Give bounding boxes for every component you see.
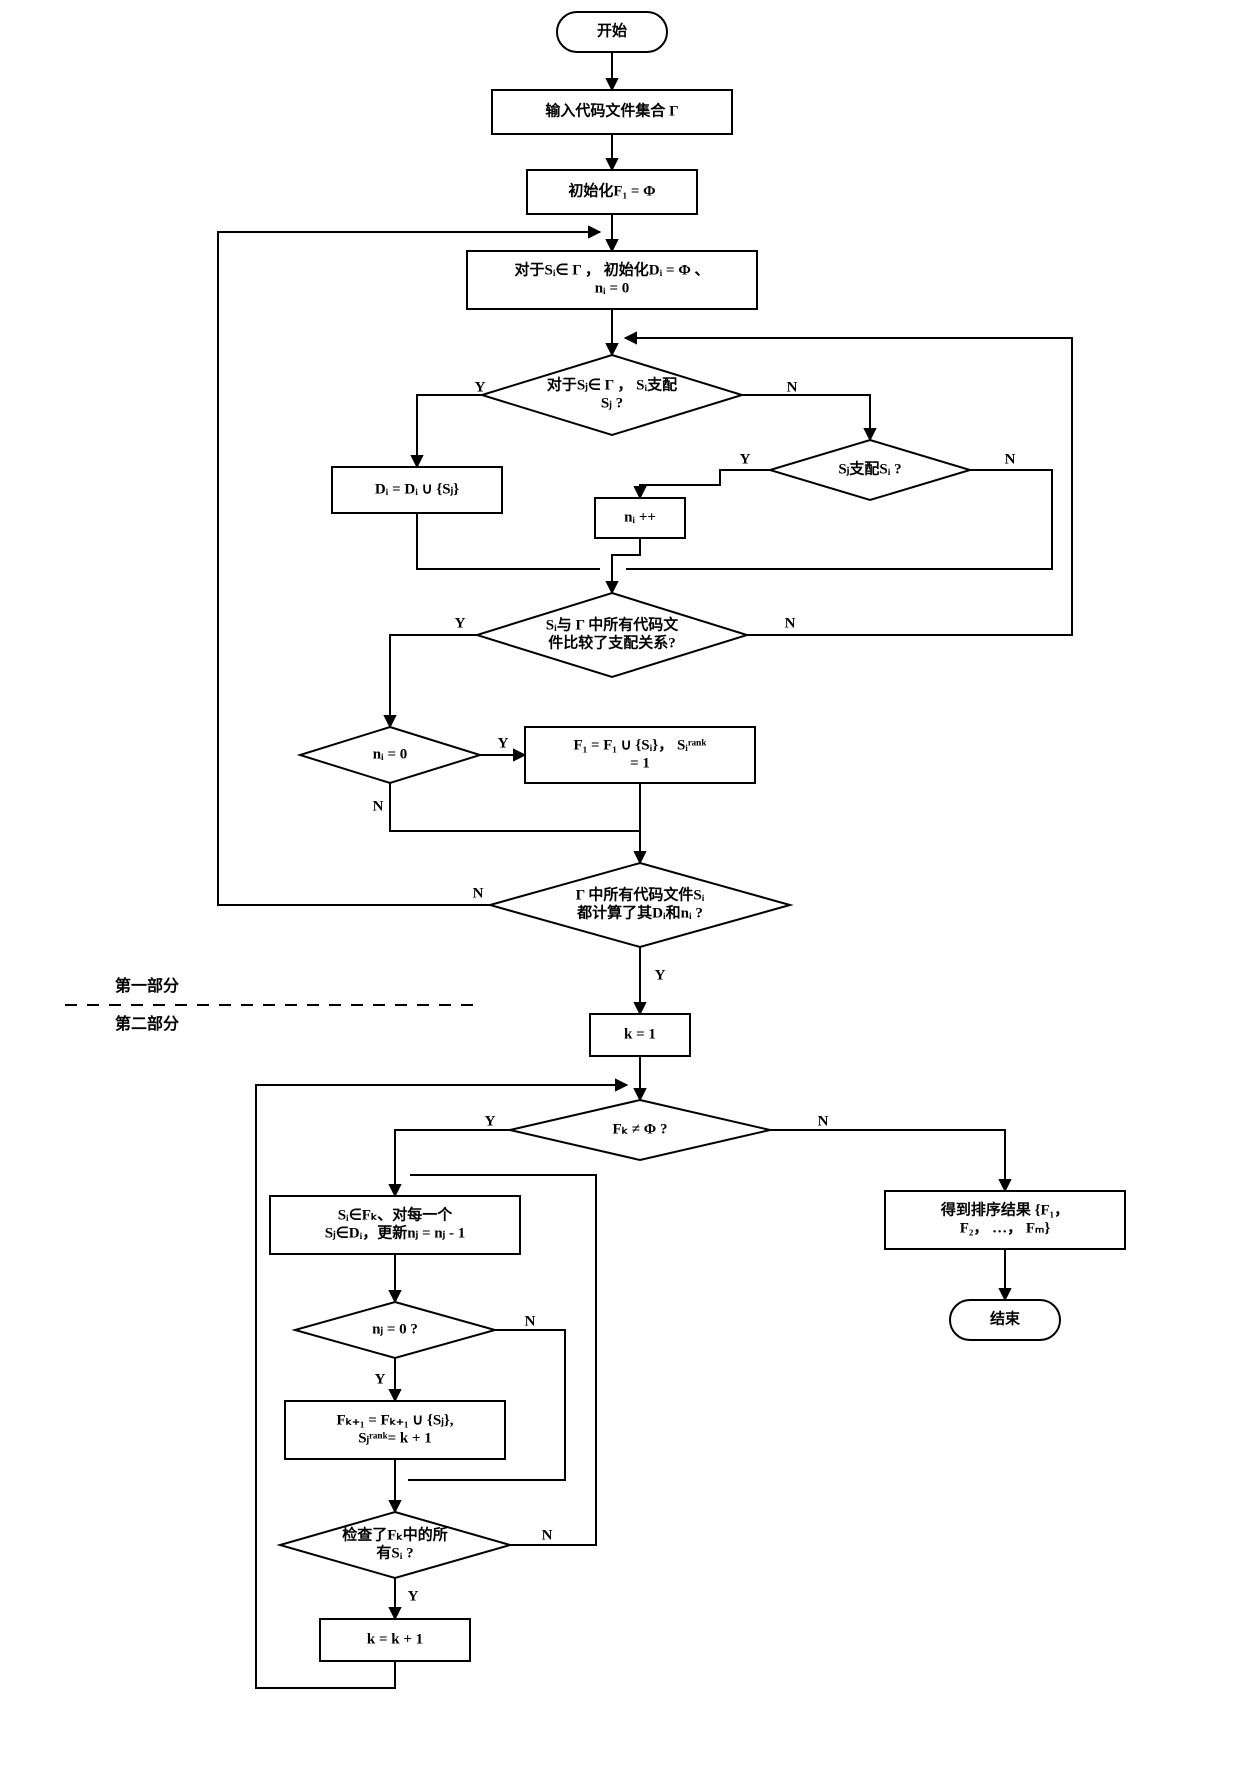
node-input: 输入代码文件集合 Γ bbox=[492, 90, 732, 134]
node-result-line0: 得到排序结果 {F₁， bbox=[940, 1200, 1069, 1218]
node-niPlus-line0: nᵢ ++ bbox=[624, 509, 656, 525]
edge-label: Y bbox=[655, 967, 666, 983]
node-k1: k = 1 bbox=[590, 1014, 690, 1056]
node-kPlus: k = k + 1 bbox=[320, 1619, 470, 1661]
node-decAllCmp-line0: Sᵢ与 Γ 中所有代码文 bbox=[546, 615, 679, 633]
node-updNj-line0: Sᵢ∈Fₖ、对每一个 bbox=[338, 1205, 454, 1223]
node-end-line0: 结束 bbox=[990, 1309, 1021, 1327]
node-decFk-line0: Fₖ ≠ Φ ? bbox=[613, 1121, 668, 1137]
node-decAllSi-line1: 都计算了其Dᵢ和nᵢ ? bbox=[576, 903, 703, 921]
node-decAllCmp-line1: 件比较了支配关系? bbox=[548, 633, 676, 651]
edge-label: Y bbox=[455, 615, 466, 631]
node-initDi-line1: nᵢ = 0 bbox=[595, 280, 630, 296]
node-decDom-line0: 对于Sⱼ∈ Γ ， Sᵢ支配 bbox=[547, 375, 677, 393]
node-updNj-line1: Sⱼ∈Dᵢ，更新nⱼ = nⱼ - 1 bbox=[325, 1223, 466, 1241]
node-decAllFk-line1: 有Sᵢ ? bbox=[376, 1543, 413, 1561]
edge-label: Y bbox=[498, 735, 509, 751]
node-start-line0: 开始 bbox=[597, 21, 627, 39]
node-decNj0-line0: nⱼ = 0 ? bbox=[372, 1321, 418, 1337]
node-k1-line0: k = 1 bbox=[624, 1026, 656, 1042]
node-niPlus: nᵢ ++ bbox=[595, 498, 685, 538]
node-decNj0: nⱼ = 0 ? bbox=[295, 1302, 495, 1358]
node-initDi: 对于Sᵢ∈ Γ ， 初始化Dᵢ = Φ 、 nᵢ = 0 bbox=[467, 251, 757, 309]
node-decNi0: nᵢ = 0 bbox=[300, 727, 480, 783]
node-decAllCmp: Sᵢ与 Γ 中所有代码文件比较了支配关系? bbox=[477, 593, 747, 677]
node-F1Union: F₁ = F₁ ∪ {Sᵢ}， Sᵢʳᵃⁿᵏ = 1 bbox=[525, 727, 755, 783]
edge-label: Y bbox=[485, 1113, 496, 1129]
node-decAllFk-line0: 检查了Fₖ中的所 bbox=[342, 1525, 448, 1543]
node-updNj: Sᵢ∈Fₖ、对每一个Sⱼ∈Dᵢ，更新nⱼ = nⱼ - 1 bbox=[270, 1196, 520, 1254]
node-decNi0-line0: nᵢ = 0 bbox=[373, 746, 408, 762]
edge-label: Y bbox=[475, 379, 486, 395]
edge-label: N bbox=[525, 1313, 536, 1329]
node-end: 结束 bbox=[950, 1300, 1060, 1340]
edge-label: N bbox=[785, 615, 796, 631]
node-decDom: 对于Sⱼ∈ Γ ， Sᵢ支配 Sⱼ ? bbox=[482, 355, 742, 435]
node-Fk1Union-line1: Sⱼʳᵃⁿᵏ= k + 1 bbox=[358, 1430, 432, 1446]
node-initF1-line0: 初始化F₁ = Φ bbox=[568, 181, 655, 199]
node-decAllSi: Γ 中所有代码文件Sᵢ都计算了其Dᵢ和nᵢ ? bbox=[490, 863, 790, 947]
node-DiUnion: Dᵢ = Dᵢ ∪ {Sⱼ} bbox=[332, 467, 502, 513]
edge-label: N bbox=[542, 1527, 553, 1543]
node-input-line0: 输入代码文件集合 Γ bbox=[545, 101, 678, 119]
edge-label: N bbox=[373, 798, 384, 814]
node-decSjDom: Sⱼ支配Sᵢ ? bbox=[770, 440, 970, 500]
node-F1Union-line0: F₁ = F₁ ∪ {Sᵢ}， Sᵢʳᵃⁿᵏ bbox=[574, 737, 707, 753]
edge-label: N bbox=[473, 885, 484, 901]
node-initDi-line0: 对于Sᵢ∈ Γ ， 初始化Dᵢ = Φ 、 bbox=[514, 260, 709, 278]
node-decAllSi-line0: Γ 中所有代码文件Sᵢ bbox=[576, 885, 705, 903]
node-decFk: Fₖ ≠ Φ ? bbox=[510, 1100, 770, 1160]
node-decSjDom-line0: Sⱼ支配Sᵢ ? bbox=[838, 459, 901, 477]
section-label-part1: 第一部分 bbox=[115, 976, 179, 995]
node-decDom-line1: Sⱼ ? bbox=[601, 395, 623, 411]
edge-label: N bbox=[818, 1113, 829, 1129]
node-decAllFk: 检查了Fₖ中的所有Sᵢ ? bbox=[280, 1512, 510, 1578]
node-initF1: 初始化F₁ = Φ bbox=[527, 170, 697, 214]
edge-label: N bbox=[787, 379, 798, 395]
edge-label: Y bbox=[375, 1371, 386, 1387]
node-result: 得到排序结果 {F₁， F₂， …， Fₘ} bbox=[885, 1191, 1125, 1249]
edge-label: N bbox=[1005, 451, 1016, 467]
node-kPlus-line0: k = k + 1 bbox=[367, 1631, 423, 1647]
node-F1Union-line1: = 1 bbox=[630, 755, 650, 771]
node-Fk1Union-line0: Fₖ₊₁ = Fₖ₊₁ ∪ {Sⱼ}, bbox=[337, 1412, 454, 1428]
section-label-part2: 第二部分 bbox=[115, 1014, 179, 1033]
node-start: 开始 bbox=[557, 12, 667, 52]
edge-label: Y bbox=[740, 451, 751, 467]
node-Fk1Union: Fₖ₊₁ = Fₖ₊₁ ∪ {Sⱼ}, Sⱼʳᵃⁿᵏ= k + 1 bbox=[285, 1401, 505, 1459]
node-DiUnion-line0: Dᵢ = Dᵢ ∪ {Sⱼ} bbox=[375, 481, 459, 497]
node-result-line1: F₂， …， Fₘ} bbox=[960, 1220, 1051, 1236]
edge-label: Y bbox=[408, 1588, 419, 1604]
